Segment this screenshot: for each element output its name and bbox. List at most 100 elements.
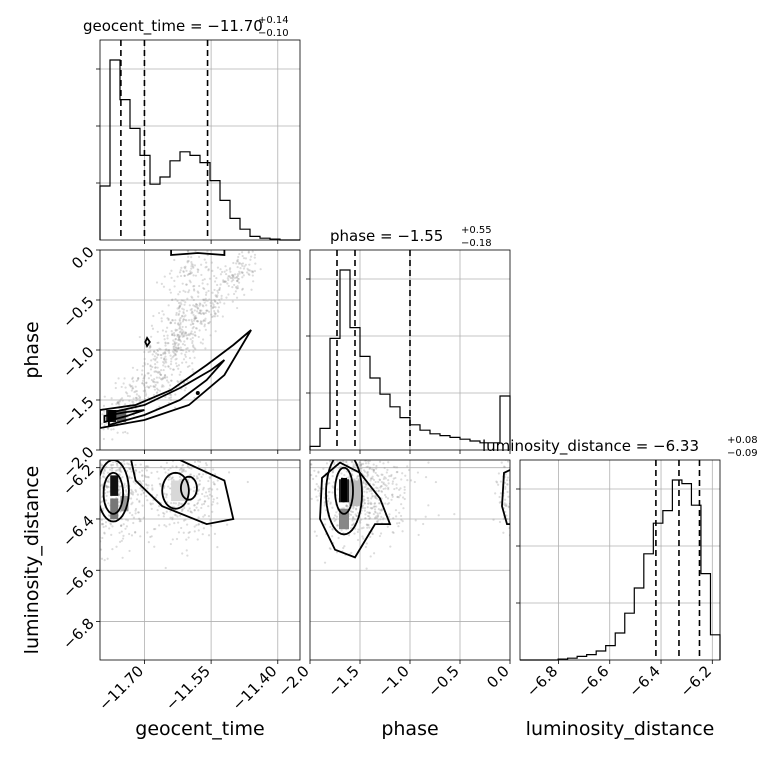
sample-point bbox=[173, 521, 176, 525]
sample-point bbox=[209, 519, 212, 522]
sample-point bbox=[136, 368, 139, 372]
sample-point bbox=[174, 337, 177, 341]
sample-point bbox=[164, 471, 167, 474]
sample-point bbox=[160, 368, 163, 372]
sample-point bbox=[190, 312, 193, 315]
sample-point bbox=[178, 331, 181, 334]
sample-point bbox=[417, 533, 420, 537]
sample-point bbox=[247, 250, 250, 253]
sample-point bbox=[326, 456, 328, 458]
sample-point bbox=[125, 470, 129, 473]
sample-point bbox=[158, 482, 161, 486]
sample-point bbox=[359, 521, 362, 524]
sample-point bbox=[296, 502, 298, 504]
sample-point bbox=[208, 493, 211, 496]
sample-point bbox=[360, 518, 363, 521]
sample-point bbox=[179, 340, 182, 343]
point-geocent-phase bbox=[195, 391, 200, 395]
sample-point bbox=[380, 508, 383, 511]
sample-point bbox=[352, 522, 355, 525]
sample-point bbox=[171, 343, 175, 346]
sample-point bbox=[166, 334, 169, 337]
sample-point bbox=[101, 436, 103, 438]
sample-point bbox=[382, 517, 385, 520]
sample-point bbox=[176, 333, 179, 336]
sample-point bbox=[384, 483, 387, 486]
sample-point bbox=[313, 469, 316, 472]
sample-point bbox=[404, 474, 407, 477]
sample-point bbox=[375, 505, 378, 508]
sample-point bbox=[132, 521, 135, 525]
sample-point bbox=[180, 526, 183, 530]
sample-point bbox=[141, 488, 144, 491]
sample-point bbox=[366, 511, 369, 514]
sample-point bbox=[173, 334, 176, 337]
contour-geocent-phase-outer bbox=[100, 329, 252, 429]
sample-point bbox=[103, 423, 106, 427]
sample-point bbox=[170, 298, 174, 302]
sample-point bbox=[81, 494, 83, 496]
quantile-layer bbox=[120, 40, 701, 660]
sample-point bbox=[101, 522, 104, 525]
sample-point bbox=[121, 441, 123, 443]
sample-point bbox=[153, 362, 157, 366]
sample-point bbox=[128, 467, 131, 470]
sample-point bbox=[147, 386, 151, 389]
sample-point bbox=[220, 297, 223, 300]
sample-point bbox=[177, 367, 180, 370]
sample-point bbox=[91, 429, 93, 431]
sample-point bbox=[182, 468, 185, 471]
sample-point bbox=[167, 304, 170, 307]
sample-point bbox=[192, 304, 195, 307]
sample-point bbox=[120, 426, 122, 428]
sample-point bbox=[139, 518, 142, 521]
sample-point bbox=[182, 470, 185, 473]
sample-point bbox=[215, 295, 218, 298]
sample-point bbox=[214, 312, 217, 315]
sample-point bbox=[229, 276, 232, 279]
sample-point bbox=[237, 262, 241, 265]
histogram-phase bbox=[309, 269, 511, 450]
sample-point bbox=[174, 319, 177, 322]
sample-point bbox=[120, 524, 123, 527]
sample-point bbox=[175, 313, 178, 316]
sample-point bbox=[175, 364, 179, 368]
sample-point bbox=[134, 390, 137, 393]
sample-point bbox=[226, 277, 229, 280]
sample-point bbox=[212, 481, 215, 484]
sample-point bbox=[201, 304, 204, 307]
sample-point bbox=[91, 416, 93, 418]
sample-point bbox=[183, 274, 186, 277]
sample-point bbox=[210, 313, 213, 316]
sample-point bbox=[369, 506, 372, 510]
sample-point bbox=[227, 275, 230, 278]
sample-point bbox=[94, 492, 96, 494]
sample-point bbox=[173, 513, 176, 516]
sample-point bbox=[497, 483, 500, 486]
sample-point bbox=[359, 461, 362, 464]
sample-point bbox=[154, 496, 158, 499]
sample-point bbox=[148, 345, 152, 348]
sample-point bbox=[87, 487, 89, 489]
sample-point bbox=[196, 307, 199, 310]
sample-point bbox=[399, 494, 402, 497]
sample-point bbox=[89, 417, 91, 419]
sample-point bbox=[156, 361, 159, 364]
sample-point bbox=[192, 325, 195, 329]
sample-point bbox=[162, 352, 165, 356]
sample-point bbox=[138, 397, 141, 400]
sample-point bbox=[157, 477, 160, 480]
sample-point bbox=[110, 428, 113, 431]
sample-point bbox=[165, 358, 168, 361]
sample-point bbox=[185, 334, 188, 337]
sample-point bbox=[201, 279, 204, 282]
sample-point bbox=[334, 518, 337, 521]
sample-point bbox=[216, 294, 219, 297]
sample-point bbox=[95, 511, 97, 513]
sample-point bbox=[322, 487, 325, 490]
sample-point bbox=[191, 440, 193, 442]
sample-point bbox=[163, 357, 166, 360]
sample-point bbox=[170, 454, 172, 456]
sample-point bbox=[143, 375, 146, 378]
sample-point bbox=[310, 463, 312, 466]
